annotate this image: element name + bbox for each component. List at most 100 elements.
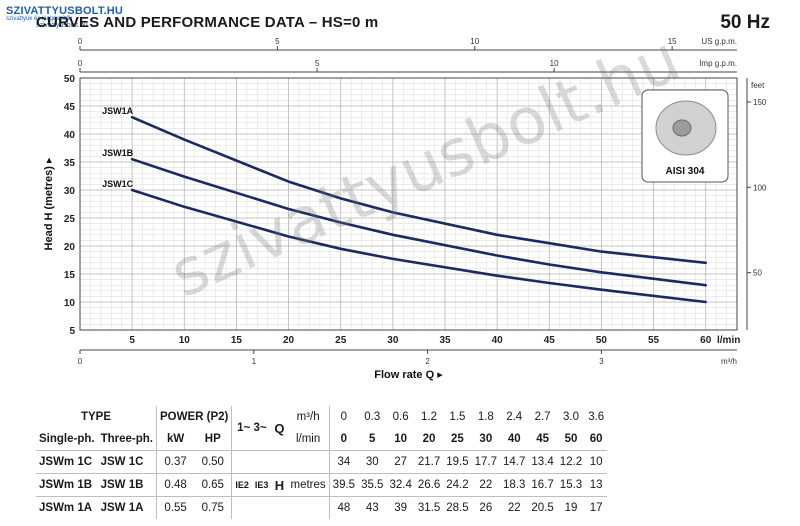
page-title: CURVES AND PERFORMANCE DATA – HS=0 m bbox=[36, 14, 379, 31]
series-line-jsw1c bbox=[130, 188, 707, 304]
model-three: JSW 1A bbox=[100, 502, 144, 514]
q-lmin-cell: 20 bbox=[422, 433, 436, 445]
power-header: POWER (P2) bbox=[155, 406, 232, 428]
x-tick-label: 60 bbox=[700, 335, 712, 346]
q-lmin-cell: 30 bbox=[479, 433, 493, 445]
table-header-row-2: Single-ph. Three-ph. kW HP l/min 0 5 10 … bbox=[36, 428, 607, 451]
q-m3h-cell: 1.8 bbox=[477, 411, 494, 423]
q-m3h-cell: 0.3 bbox=[364, 411, 381, 423]
h-value: 32.4 bbox=[389, 479, 412, 491]
h-value: 31.5 bbox=[417, 502, 441, 514]
y-axis-label: Head H (metres) ▸ bbox=[43, 157, 55, 250]
x-tick-label: 25 bbox=[335, 335, 347, 346]
h-value: 22 bbox=[479, 479, 493, 491]
h-value: 12.2 bbox=[559, 456, 583, 468]
q-m3h-cell: 0 bbox=[328, 406, 359, 428]
right-axis-tick-label: 50 bbox=[753, 269, 762, 278]
h-value: 10 bbox=[589, 456, 603, 468]
h-value: 34 bbox=[328, 450, 359, 474]
q-lmin-cell: 0 bbox=[328, 428, 359, 451]
h-metres-label: metres bbox=[290, 479, 326, 491]
top-axis-unit: Imp g.p.m. bbox=[699, 59, 737, 68]
series-label-jsw1b: JSW1B bbox=[102, 148, 134, 158]
x-tick-label: 20 bbox=[283, 335, 295, 346]
y-tick-label: 40 bbox=[64, 130, 76, 141]
top-axis-tick-label: 5 bbox=[275, 37, 280, 46]
h-value: 19.5 bbox=[446, 456, 469, 468]
power-hp: 0.75 bbox=[201, 502, 224, 514]
performance-table: TYPE POWER (P2) 1~ 3~ Q m³/h 0 0.3 0.6 1… bbox=[36, 406, 608, 519]
logo-text: SZIVATTYUSBOLT.HU bbox=[6, 5, 124, 17]
model-three: JSW 1C bbox=[100, 456, 144, 468]
y-tick-label: 35 bbox=[64, 158, 76, 169]
table-row: JSWm 1C JSW 1C 0.37 0.50 34 30 27 21.7 1… bbox=[36, 450, 608, 474]
q-lmin-cell: 5 bbox=[369, 433, 376, 445]
q-lmin-cell: 60 bbox=[589, 433, 603, 445]
q-m3h-cell: 1.2 bbox=[421, 411, 438, 423]
h-value: 39 bbox=[394, 502, 408, 514]
top-axis-tick-label: 15 bbox=[668, 37, 677, 46]
q-m3h-cell: 3.0 bbox=[562, 411, 579, 423]
table-header-row-1: TYPE POWER (P2) 1~ 3~ Q m³/h 0 0.3 0.6 1… bbox=[36, 406, 607, 451]
h-value: 22 bbox=[507, 502, 521, 514]
h-value: 48 bbox=[328, 496, 359, 519]
site-logo[interactable]: SZIVATTYUSBOLT.HU szivattyúk és kiegészí… bbox=[6, 5, 123, 29]
y-tick-label: 5 bbox=[69, 326, 75, 337]
series-line-jsw1a bbox=[130, 115, 707, 265]
power-kw: 0.48 bbox=[155, 473, 195, 497]
h-value: 14.7 bbox=[503, 456, 526, 468]
y-tick-label: 25 bbox=[64, 214, 76, 225]
power-kw: 0.55 bbox=[155, 496, 195, 519]
q-m3h-cell: 3.6 bbox=[588, 411, 605, 423]
h-value: 21.7 bbox=[417, 456, 441, 468]
h-value: 20.5 bbox=[531, 502, 554, 514]
top-axis-tick-label: 0 bbox=[78, 59, 83, 68]
x-tick-label: 50 bbox=[596, 335, 608, 346]
series-line-jsw1b bbox=[130, 157, 707, 287]
bottom-axis-tick-label: 2 bbox=[425, 357, 430, 366]
h-value: 28.5 bbox=[446, 502, 469, 514]
top-axis-unit: US g.p.m. bbox=[701, 37, 737, 46]
phase-header: 1~ 3~ bbox=[231, 406, 272, 451]
x-tick-label: 45 bbox=[544, 335, 556, 346]
power-kw: 0.37 bbox=[155, 450, 195, 474]
q-lmin-cell: 10 bbox=[394, 433, 408, 445]
q-lmin-cell: 45 bbox=[536, 433, 549, 445]
right-axis-tick-label: 150 bbox=[753, 98, 767, 107]
top-axis-tick-label: 10 bbox=[470, 37, 479, 46]
series-label-jsw1c: JSW1C bbox=[102, 179, 134, 189]
right-axis-tick-label: 100 bbox=[753, 183, 767, 192]
top-axis-tick-label: 0 bbox=[78, 37, 83, 46]
right-axis-unit: feet bbox=[751, 81, 765, 90]
table-row: JSWm 1B JSW 1B 0.48 0.65 IE2 IE3 H metre… bbox=[36, 473, 608, 497]
h-value: 13.4 bbox=[531, 456, 554, 468]
top-axis-tick-label: 5 bbox=[315, 59, 320, 68]
logo-tagline: szivattyúk és kiegészítők bbox=[6, 16, 73, 22]
type-header: TYPE bbox=[80, 411, 112, 423]
model-single: JSWm 1B bbox=[39, 479, 93, 491]
x-tick-label: 10 bbox=[179, 335, 191, 346]
q-m3h-cell: 0.6 bbox=[392, 411, 409, 423]
y-tick-label: 10 bbox=[64, 298, 76, 309]
y-tick-label: 45 bbox=[64, 102, 76, 113]
y-tick-label: 20 bbox=[64, 242, 76, 253]
bottom-axis-tick-label: 3 bbox=[599, 357, 604, 366]
impeller-hub bbox=[672, 119, 692, 137]
table-row: JSWm 1A JSW 1A 0.55 0.75 48 43 39 31.5 2… bbox=[36, 496, 608, 519]
q-m3h-cell: 2.4 bbox=[506, 411, 523, 423]
h-value: 13 bbox=[589, 479, 603, 491]
h-value: 26.6 bbox=[417, 479, 441, 491]
performance-chart: 5 10 15 20 25 30 35 40 45 50 55 60 l/min510152025303… bbox=[43, 37, 767, 381]
x-tick-label: 5 bbox=[129, 335, 135, 346]
ie3-label: IE3 bbox=[254, 480, 269, 490]
y-tick-label: 50 bbox=[64, 74, 76, 85]
power-hp: 0.65 bbox=[201, 479, 224, 491]
x-tick-label: 55 bbox=[648, 335, 660, 346]
q-header: Q bbox=[274, 420, 285, 436]
x-tick-label: 15 bbox=[231, 335, 243, 346]
model-single: JSWm 1C bbox=[39, 456, 93, 468]
h-value: 30 bbox=[365, 456, 379, 468]
h-value: 15.3 bbox=[559, 479, 583, 491]
lmin-header: l/min bbox=[295, 433, 321, 445]
bottom-axis-tick-label: 1 bbox=[252, 357, 257, 366]
